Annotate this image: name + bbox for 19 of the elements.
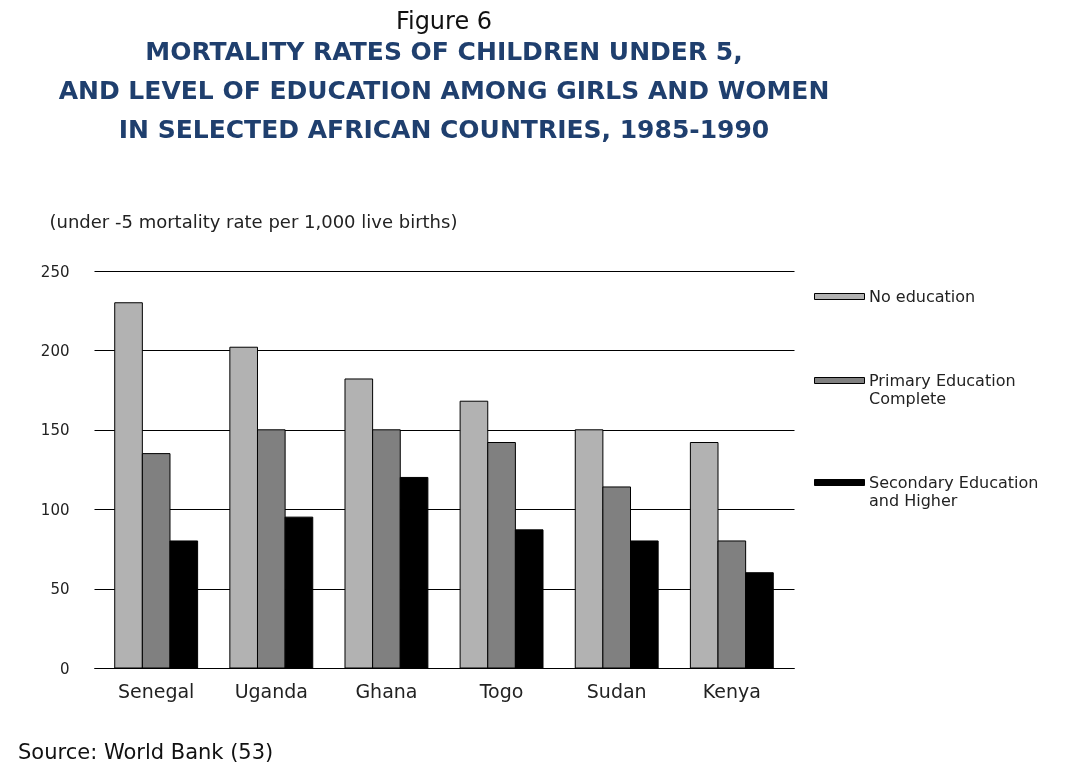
y-tick-label: 250 bbox=[40, 262, 70, 281]
x-tick-label: Senegal bbox=[117, 679, 195, 702]
legend-label: Primary Education Complete bbox=[869, 370, 1016, 408]
chart-subtitle: MORTALITY RATES OF CHILDREN UNDER 5, AND LEVEL OF EDUCATION AMONG GIRLS AND WOMEN IN SELECTED AFRICAN COUNTRIES, 1985-1990 bbox=[58, 37, 830, 144]
legend-label: No education bbox=[869, 286, 976, 306]
y-tick-label: 200 bbox=[40, 341, 70, 360]
x-tick-label: Togo bbox=[478, 679, 524, 702]
chart-title: Figure 6 bbox=[395, 7, 493, 35]
x-tick-label: Sudan bbox=[586, 679, 647, 702]
x-tick-label: Uganda bbox=[234, 679, 308, 702]
source-note: Source: World Bank (53) bbox=[18, 740, 274, 764]
y-tick-label: 50 bbox=[50, 580, 70, 599]
y-axis-title: (under -5 mortality rate per 1,000 live births) bbox=[49, 210, 458, 232]
y-tick-label: 100 bbox=[40, 500, 70, 519]
x-tick-label: Ghana bbox=[355, 679, 418, 702]
legend-label: Secondary Education and Higher bbox=[869, 472, 1039, 510]
y-tick-label: 0 bbox=[59, 659, 70, 678]
x-tick-label: Kenya bbox=[702, 679, 761, 702]
y-tick-label: 150 bbox=[40, 421, 70, 440]
